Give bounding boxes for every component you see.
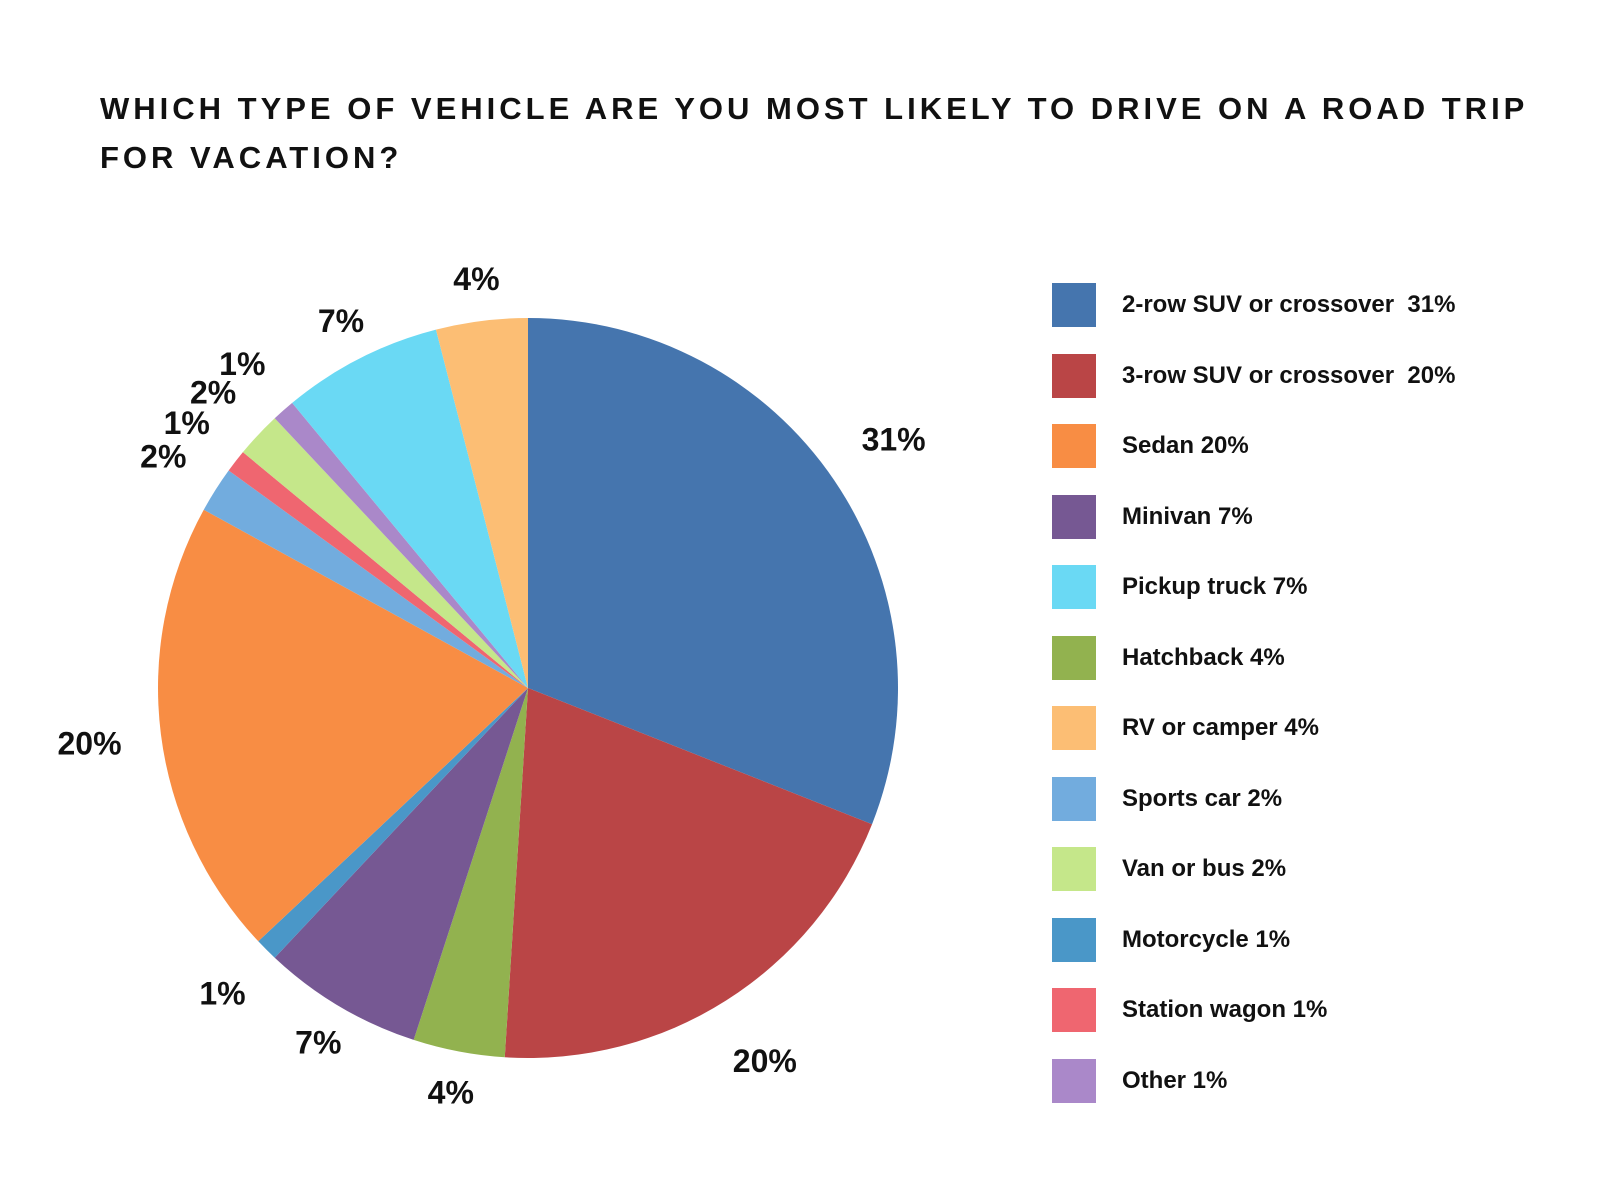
legend-label: 3-row SUV or crossover 20% — [1122, 361, 1456, 389]
pie-slice-sedan — [158, 509, 528, 942]
data-label-pickup-truck: 7% — [318, 303, 364, 339]
legend-label: Van or bus 2% — [1122, 855, 1287, 882]
legend-swatch — [1052, 494, 1096, 539]
data-label-sports-car: 2% — [140, 439, 186, 475]
legend-swatch — [1052, 424, 1096, 468]
legend-label: RV or camper 4% — [1122, 714, 1319, 741]
legend-label: Sedan 20% — [1122, 432, 1249, 459]
pie-slice-2-row-suv-or-crossover — [528, 318, 899, 825]
data-label-minivan: 7% — [295, 1025, 341, 1061]
pie-slice-van-or-bus — [242, 418, 528, 688]
legend-label: Other 1% — [1122, 1066, 1228, 1094]
legend-item-minivan: Minivan 7% — [1052, 494, 1572, 539]
pie-slice-other — [274, 402, 528, 688]
legend-swatch — [1052, 847, 1096, 891]
pie-slice-hatchback — [413, 688, 528, 1058]
legend-item-2-row-suv-or-crossover: 2-row SUV or crossover 31% — [1052, 283, 1572, 327]
data-label-van-or-bus: 2% — [190, 374, 236, 410]
data-label-motorcycle: 1% — [199, 976, 245, 1012]
legend-swatch — [1052, 283, 1096, 327]
legend-swatch — [1052, 706, 1096, 750]
legend-item-station-wagon: Station wagon 1% — [1052, 988, 1572, 1032]
legend-item-motorcycle: Motorcycle 1% — [1052, 917, 1572, 962]
legend-swatch — [1052, 1058, 1096, 1103]
legend-item-van-or-bus: Van or bus 2% — [1052, 847, 1572, 891]
legend-swatch — [1052, 565, 1096, 609]
legend: 2-row SUV or crossover 31% 3-row SUV or c… — [1052, 283, 1572, 1129]
data-label-sedan: 20% — [57, 725, 121, 761]
legend-label: Minivan 7% — [1122, 502, 1253, 530]
data-label-rv-or-camper: 4% — [453, 261, 499, 297]
legend-swatch — [1052, 353, 1096, 398]
legend-label: Pickup truck 7% — [1122, 573, 1308, 600]
pie-slice-3-row-suv-or-crossover — [504, 688, 873, 1059]
legend-item-sedan: Sedan 20% — [1052, 424, 1572, 468]
legend-label: Sports car 2% — [1122, 784, 1283, 812]
legend-item-3-row-suv-or-crossover: 3-row SUV or crossover 20% — [1052, 353, 1572, 398]
chart-title: WHICH TYPE OF VEHICLE ARE YOU MOST LIKEL… — [100, 91, 1528, 175]
pie-slice-motorcycle — [258, 688, 528, 958]
legend-item-other: Other 1% — [1052, 1058, 1572, 1103]
legend-item-sports-car: Sports car 2% — [1052, 776, 1572, 821]
legend-swatch — [1052, 635, 1096, 680]
legend-label: Motorcycle 1% — [1122, 925, 1291, 953]
data-label-2-row-suv-or-crossover: 31% — [862, 422, 926, 458]
pie-slice-minivan — [274, 688, 528, 1040]
pie-slice-station-wagon — [228, 452, 528, 688]
legend-item-pickup-truck: Pickup truck 7% — [1052, 565, 1572, 609]
legend-item-hatchback: Hatchback 4% — [1052, 635, 1572, 680]
data-label-station-wagon: 1% — [164, 405, 210, 441]
legend-label: Station wagon 1% — [1122, 996, 1328, 1023]
pie-slice-pickup-truck — [292, 329, 528, 688]
legend-swatch — [1052, 776, 1096, 821]
legend-item-rv-or-camper: RV or camper 4% — [1052, 706, 1572, 750]
legend-label: 2-row SUV or crossover 31% — [1122, 291, 1456, 318]
data-label-hatchback: 4% — [428, 1075, 474, 1111]
pie-slice-rv-or-camper — [435, 318, 528, 688]
data-label-3-row-suv-or-crossover: 20% — [733, 1043, 797, 1079]
data-label-other: 1% — [219, 346, 265, 382]
legend-label: Hatchback 4% — [1122, 643, 1285, 671]
legend-swatch — [1052, 988, 1096, 1032]
legend-swatch — [1052, 917, 1096, 962]
pie-slice-sports-car — [203, 470, 528, 688]
